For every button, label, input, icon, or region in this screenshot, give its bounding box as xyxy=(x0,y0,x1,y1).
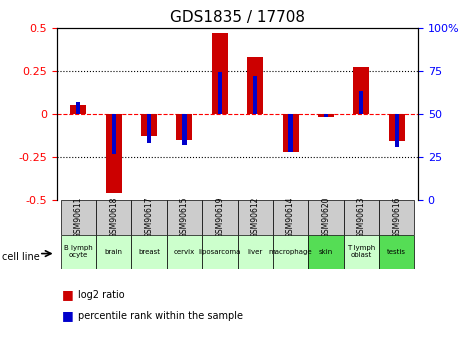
Text: T lymph
oblast: T lymph oblast xyxy=(347,245,376,258)
Bar xyxy=(131,200,167,235)
Bar xyxy=(218,72,222,114)
Bar xyxy=(141,114,157,136)
Bar xyxy=(395,114,399,147)
Bar xyxy=(379,200,415,235)
Bar xyxy=(379,235,415,269)
Text: GSM90613: GSM90613 xyxy=(357,197,366,238)
Bar xyxy=(167,235,202,269)
Text: GSM90614: GSM90614 xyxy=(286,197,295,238)
Text: B lymph
ocyte: B lymph ocyte xyxy=(64,245,93,258)
Bar xyxy=(283,114,299,152)
Bar xyxy=(202,200,238,235)
Bar xyxy=(238,235,273,269)
Text: cervix: cervix xyxy=(174,249,195,255)
Bar xyxy=(182,114,187,145)
Bar xyxy=(212,33,228,114)
Text: skin: skin xyxy=(319,249,333,255)
Text: testis: testis xyxy=(387,249,406,255)
Text: ■: ■ xyxy=(62,288,74,302)
Text: percentile rank within the sample: percentile rank within the sample xyxy=(78,311,243,321)
Bar xyxy=(96,235,131,269)
Bar xyxy=(344,235,379,269)
Text: GSM90619: GSM90619 xyxy=(215,197,224,238)
Bar xyxy=(273,235,308,269)
Bar xyxy=(147,114,151,143)
Bar xyxy=(308,200,344,235)
Bar xyxy=(344,200,379,235)
Text: GSM90620: GSM90620 xyxy=(322,197,331,238)
Bar xyxy=(273,200,308,235)
Bar xyxy=(96,200,131,235)
Bar xyxy=(131,235,167,269)
Text: ■: ■ xyxy=(62,309,74,322)
Bar xyxy=(167,200,202,235)
Text: liver: liver xyxy=(247,249,263,255)
Bar xyxy=(176,114,192,140)
Bar xyxy=(70,105,86,114)
Text: brain: brain xyxy=(104,249,123,255)
Bar xyxy=(308,235,344,269)
Bar xyxy=(105,114,122,193)
Text: breast: breast xyxy=(138,249,160,255)
Bar xyxy=(112,114,116,154)
Bar xyxy=(253,76,257,114)
Bar xyxy=(318,114,334,117)
Text: GSM90618: GSM90618 xyxy=(109,197,118,238)
Bar xyxy=(324,114,328,117)
Text: GSM90615: GSM90615 xyxy=(180,197,189,238)
Text: cell line: cell line xyxy=(2,252,40,262)
Text: GSM90617: GSM90617 xyxy=(144,197,153,238)
Text: GSM90616: GSM90616 xyxy=(392,197,401,238)
Bar xyxy=(389,114,405,141)
Bar xyxy=(60,200,96,235)
Text: macrophage: macrophage xyxy=(269,249,313,255)
Text: liposarcoma: liposarcoma xyxy=(199,249,241,255)
Bar xyxy=(359,91,363,114)
Bar xyxy=(247,57,263,114)
Text: GSM90611: GSM90611 xyxy=(74,197,83,238)
Title: GDS1835 / 17708: GDS1835 / 17708 xyxy=(170,10,305,25)
Text: GSM90612: GSM90612 xyxy=(251,197,260,238)
Bar xyxy=(76,102,80,114)
Bar xyxy=(288,114,293,152)
Bar xyxy=(238,200,273,235)
Bar xyxy=(353,67,370,114)
Bar xyxy=(60,235,96,269)
Bar xyxy=(202,235,238,269)
Text: log2 ratio: log2 ratio xyxy=(78,290,125,300)
